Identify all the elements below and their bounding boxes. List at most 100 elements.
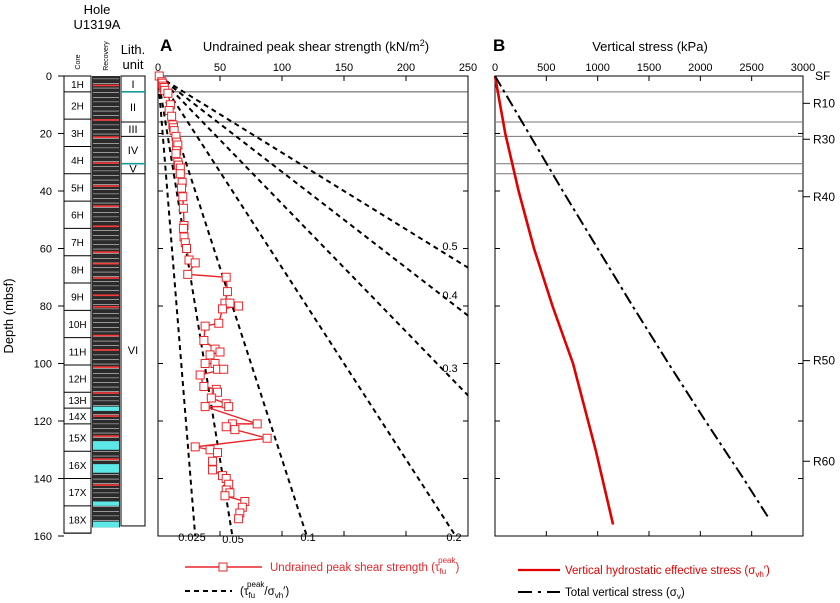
shear-strength-point [213, 387, 223, 397]
x-tick-label: 150 [335, 62, 353, 74]
hole-label-line1: Hole [84, 2, 111, 17]
shear-strength-point [208, 465, 218, 475]
lith-unit-label-line2: unit [123, 57, 144, 72]
x-tick-label: 100 [273, 62, 291, 74]
core-column-label: Core [75, 54, 82, 69]
core-label: 6H [71, 211, 84, 222]
recovery-column [92, 76, 120, 528]
depth-tick-label: 140 [34, 474, 52, 486]
recovery-red-mark [93, 435, 119, 437]
shear-strength-point [213, 448, 223, 458]
recovery-cyan-mark [93, 406, 119, 411]
x-tick-label: 50 [214, 62, 226, 74]
recovery-red-mark [93, 349, 119, 351]
panel-b-frame [494, 75, 804, 537]
core-label: 18X [69, 515, 87, 526]
recovery-red-mark [93, 294, 119, 297]
shear-strength-point [200, 359, 210, 368]
recovery-red-mark [93, 262, 119, 265]
shear-strength-point [234, 514, 244, 524]
total-stress-line [494, 75, 770, 520]
depth-tick-label: 100 [34, 359, 52, 371]
core-label: 9H [71, 293, 84, 304]
lith-column [120, 75, 146, 527]
shear-strength-point [190, 442, 200, 452]
shear-strength-point [222, 287, 232, 297]
ratio-label: 0.2 [446, 532, 461, 544]
shear-strength-point [178, 223, 188, 233]
ratio-line [158, 76, 234, 536]
recovery-red-mark [93, 119, 119, 121]
legend-strength-marker [218, 562, 228, 572]
ratio-label: 0.025 [178, 532, 206, 544]
shear-strength-point [200, 402, 210, 412]
core-label: 5H [71, 183, 84, 194]
shear-strength-point [262, 433, 272, 443]
recovery-red-mark [93, 392, 119, 394]
recovery-cyan-mark [93, 441, 119, 450]
shear-strength-point [190, 258, 200, 268]
shear-strength-point [199, 336, 209, 345]
shear-strength-point [163, 88, 173, 98]
shear-strength-point [219, 364, 229, 374]
core-label: 4H [71, 156, 84, 167]
core-label: 7H [71, 238, 84, 249]
reflector-label: SF [815, 69, 830, 83]
recovery-red-mark [93, 251, 119, 253]
x-tick-label: 0 [155, 62, 161, 74]
core-label: 17X [69, 488, 87, 499]
reflector-label: R10 [813, 96, 835, 110]
recovery-red-mark [93, 162, 119, 164]
x-tick-label: 0 [492, 62, 498, 74]
lith-unit-label: III [128, 124, 137, 136]
lith-unit-label: I [131, 79, 134, 91]
shear-strength-point [199, 382, 209, 391]
reflector-label: R60 [813, 454, 835, 468]
shear-strength-point [195, 370, 205, 380]
shear-strength-point [178, 203, 188, 213]
recovery-cyan-mark [93, 501, 119, 506]
depth-tick-label: 0 [46, 71, 52, 83]
shear-strength-point [175, 169, 185, 179]
recovery-red-mark [93, 458, 119, 460]
shear-strength-point [206, 393, 216, 403]
depth-tick-label: 160 [34, 531, 52, 543]
core-log-columns: 0 20 40 60 80 100 120 140 160 1H 2H 3H 4H 5H 6H 7H 8H 9H 1… [34, 71, 146, 543]
core-label: 11H [69, 347, 87, 358]
shear-strength-point [224, 402, 234, 412]
x-tick-label: 1500 [637, 62, 661, 74]
ratio-line [158, 76, 197, 536]
ratio-line [158, 76, 457, 536]
recovery-red-mark [93, 277, 119, 279]
shear-strength-point [167, 111, 177, 121]
depth-tick-label: 60 [40, 244, 52, 256]
recovery-red-mark [93, 136, 119, 138]
effective-stress-line [493, 75, 615, 525]
core-label: 8H [71, 265, 84, 276]
depth-tick-label: 40 [40, 186, 52, 198]
legend-total-label: Total vertical stress (σv) [565, 587, 685, 601]
recovery-red-mark [93, 366, 119, 368]
shear-strength-point [177, 183, 187, 193]
panel-b-letter: B [493, 36, 505, 55]
shear-strength-point [214, 318, 224, 328]
shear-strength-point [205, 350, 215, 360]
x-tick-label: 1000 [585, 62, 609, 74]
shear-strength-point [220, 491, 230, 501]
panel-b-title: Vertical stress (kPa) [592, 39, 708, 54]
core-label: 2H [71, 101, 84, 112]
x-tick-label: 500 [537, 62, 555, 74]
hole-label-line2: U1319A [74, 17, 121, 32]
recovery-red-mark [93, 334, 119, 337]
recovery-column-label: Recovery [103, 41, 110, 71]
recovery-cyan-mark [93, 521, 119, 528]
recovery-red-mark [93, 484, 119, 486]
ratio-label: 0.5 [442, 241, 457, 253]
x-tick-label: 250 [459, 62, 477, 74]
legend-strength-label: Undrained peak shear strength (τfupeak) [270, 556, 460, 576]
legend: Undrained peak shear strength (τfupeak) (… [185, 556, 770, 601]
depth-tick-label: 20 [40, 129, 52, 141]
recovery-red-mark [93, 225, 119, 228]
shear-strength-point [171, 149, 181, 159]
